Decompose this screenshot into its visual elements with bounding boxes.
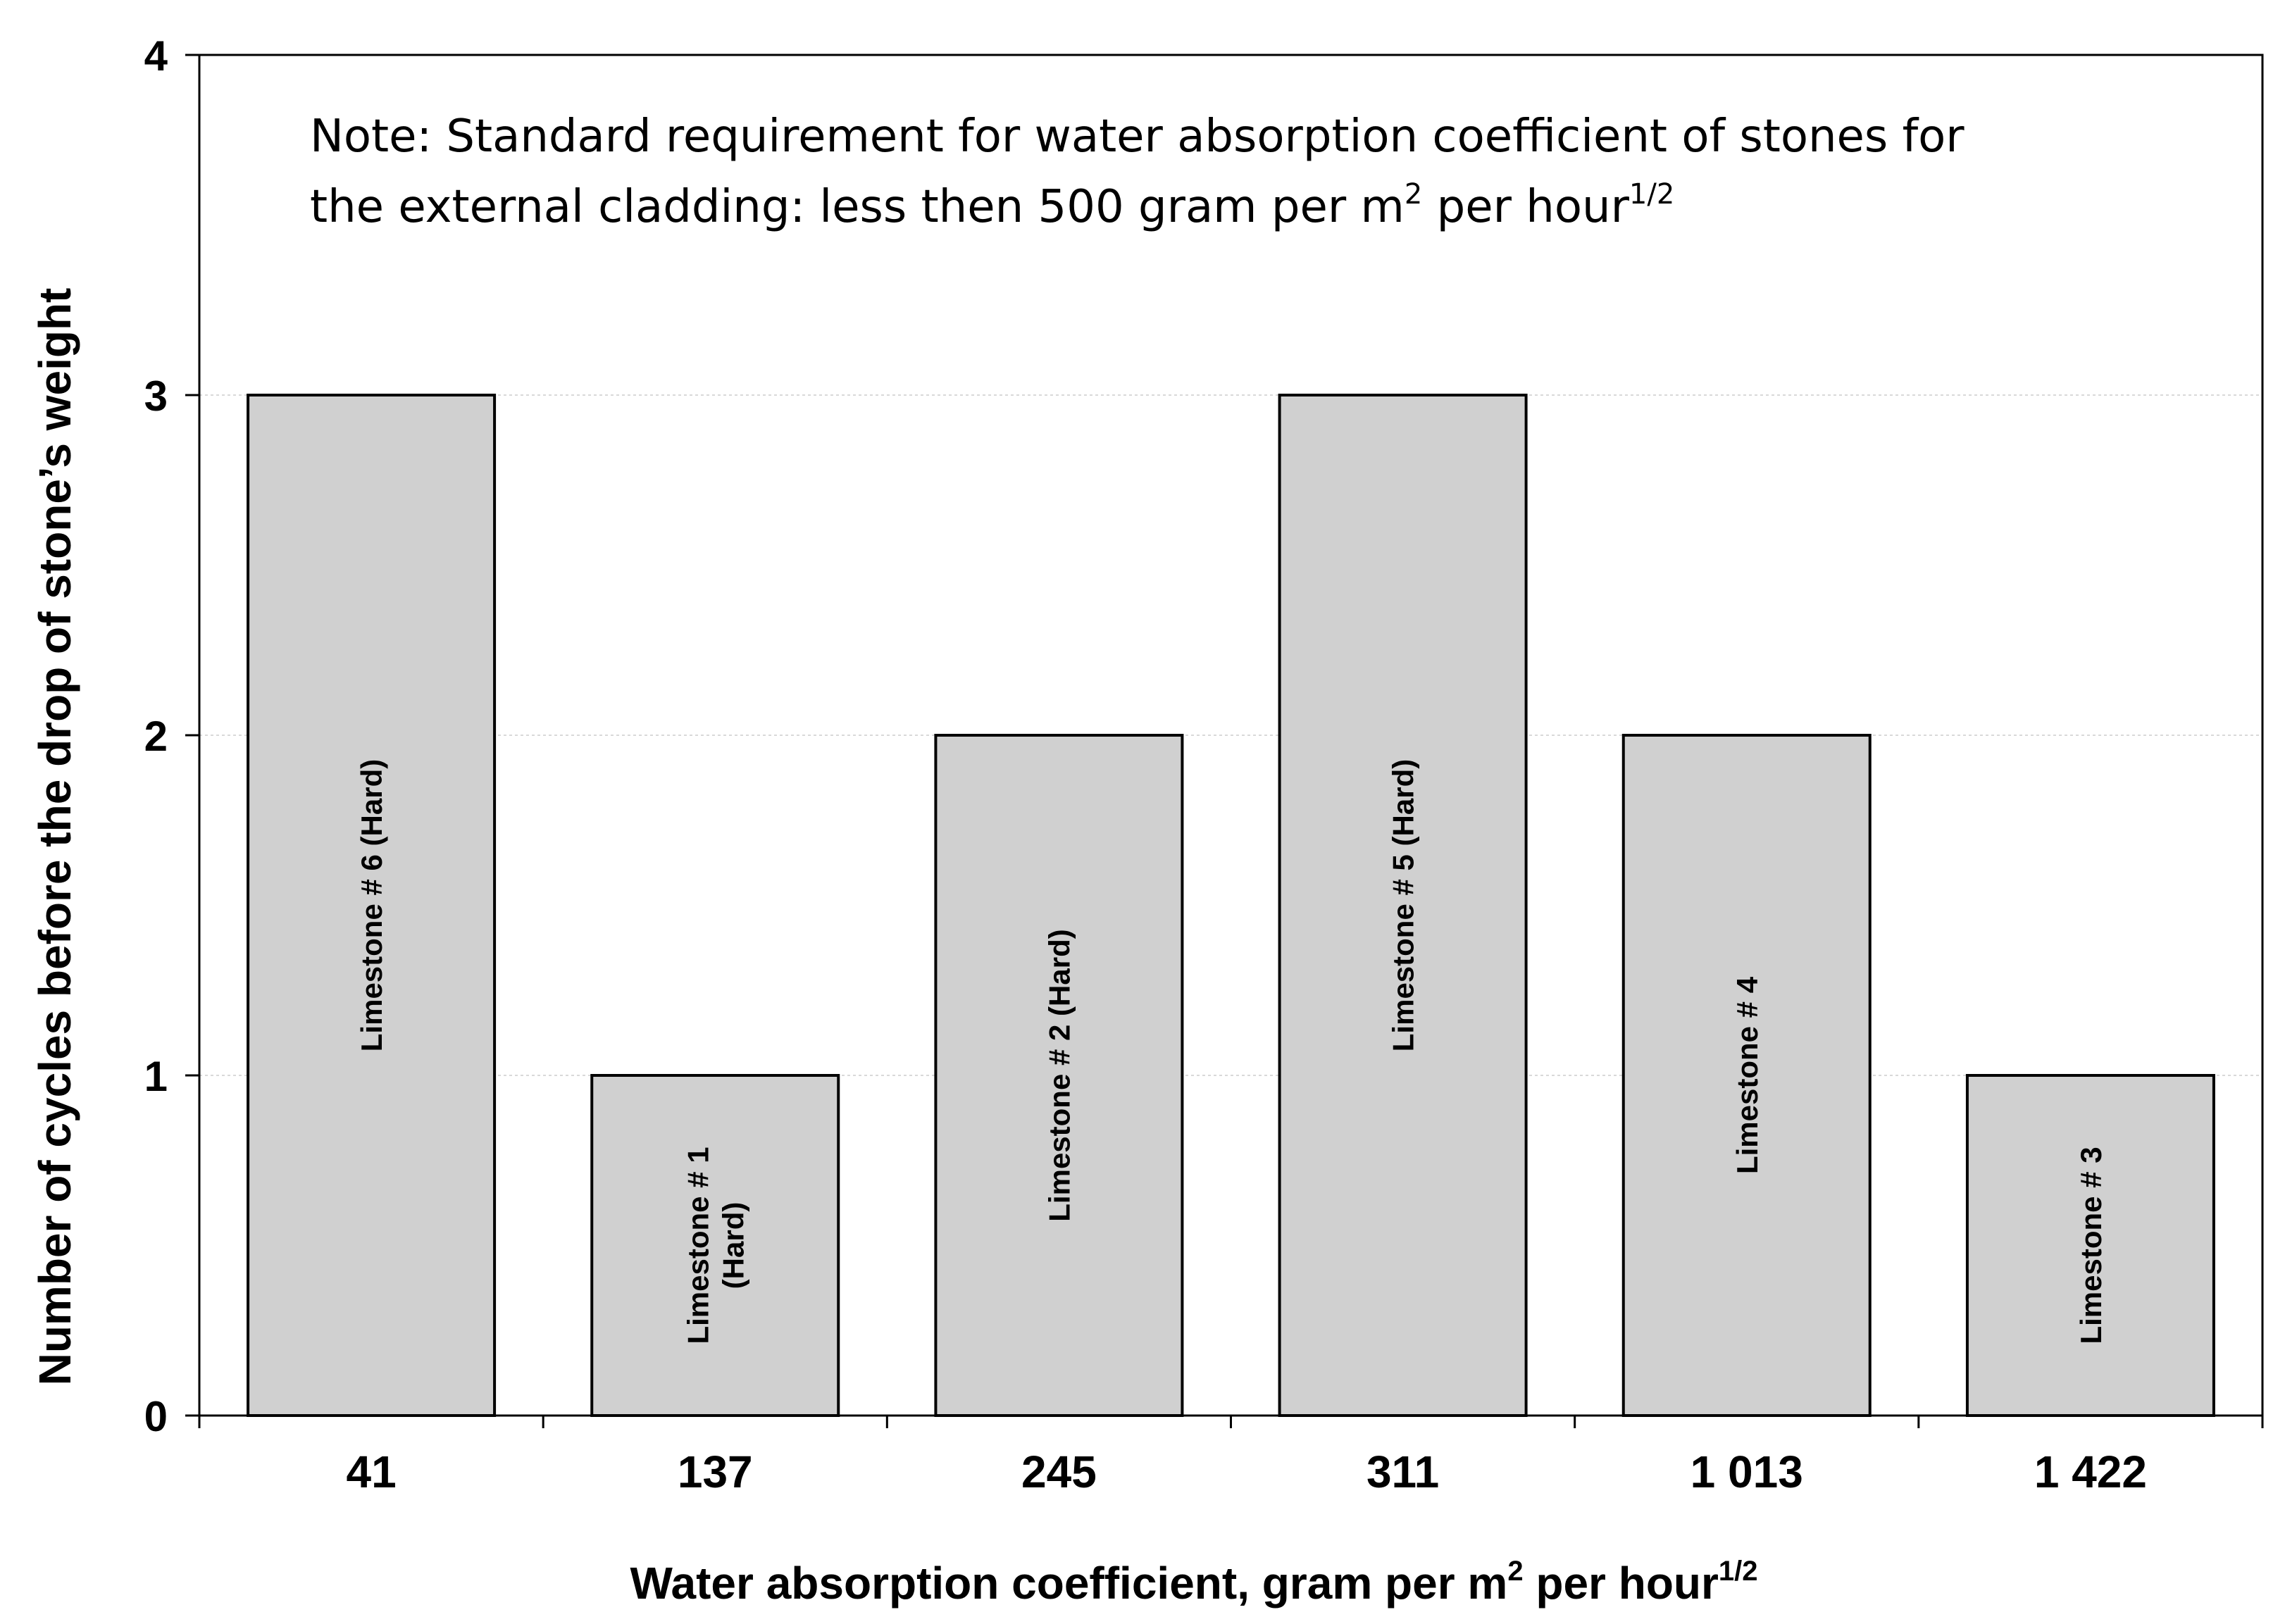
bar [1965, 1074, 2215, 1417]
bar [934, 734, 1184, 1417]
bars [247, 394, 2215, 1417]
bar-label-group: Limestone # 4 [1731, 976, 1764, 1174]
x-axis-sup-1: 2 [1507, 1556, 1523, 1587]
bar-label: (Hard) [716, 1202, 749, 1289]
note-sup-2: 1/2 [1629, 178, 1674, 211]
bar-label: Limestone # 1 [681, 1147, 714, 1344]
x-tick-label: 1 013 [1691, 1447, 1803, 1497]
bar-label: Limestone # 6 (Hard) [355, 759, 388, 1051]
bar-label: Limestone # 5 (Hard) [1387, 759, 1420, 1051]
bar-label-group: Limestone # 2 (Hard) [1042, 929, 1076, 1221]
x-axis-label: Water absorption coefficient, gram per m… [630, 1556, 1757, 1609]
note-line-1: Note: Standard requirement for water abs… [310, 111, 1965, 163]
bar-label: Limestone # 2 (Hard) [1042, 929, 1076, 1221]
bar [1621, 734, 1872, 1417]
bar-labels: Limestone # 6 (Hard)Limestone # 1 (Hard)L… [355, 759, 2107, 1344]
x-axis-ticks: 41 137 245 311 1 013 1 422 [198, 1416, 2264, 1497]
x-axis-label-mid: per hour [1524, 1558, 1719, 1609]
gridlines [199, 394, 2262, 1076]
y-tick-label: 2 [144, 713, 168, 760]
y-tick-label: 1 [144, 1053, 168, 1100]
note-line-2: the external cladding: less then 500 gra… [310, 178, 1674, 233]
x-tick-label: 245 [1021, 1447, 1097, 1497]
bar [590, 1074, 840, 1417]
y-tick-label: 3 [144, 373, 168, 420]
y-tick-label: 4 [144, 32, 168, 80]
y-axis-ticks: 0 1 2 3 4 [144, 32, 199, 1440]
x-tick-label: 137 [678, 1447, 753, 1497]
x-tick-label: 41 [346, 1447, 396, 1497]
x-tick-label: 311 [1366, 1447, 1439, 1497]
bar-label: Limestone # 4 [1731, 976, 1764, 1174]
note-line-2-mid: per hour [1422, 181, 1629, 233]
bar-label: Limestone # 3 [2074, 1147, 2107, 1344]
bar-label-group: Limestone # 5 (Hard) [1387, 759, 1420, 1051]
bar-label-group: Limestone # 1 (Hard) [681, 1147, 749, 1344]
x-axis-sup-2: 1/2 [1719, 1556, 1758, 1587]
bar [1278, 394, 1528, 1417]
note-sup-1: 2 [1405, 178, 1422, 211]
bar-label-group: Limestone # 6 (Hard) [355, 759, 388, 1051]
y-axis-label: Number of cycles before the drop of ston… [30, 288, 80, 1386]
note-line-2-text: the external cladding: less then 500 gra… [310, 181, 1405, 233]
bar-label-group: Limestone # 3 [2074, 1147, 2107, 1344]
x-tick-label: 1 422 [2034, 1447, 2147, 1497]
y-tick-label: 0 [144, 1393, 168, 1440]
x-axis-label-text: Water absorption coefficient, gram per m [630, 1558, 1507, 1609]
